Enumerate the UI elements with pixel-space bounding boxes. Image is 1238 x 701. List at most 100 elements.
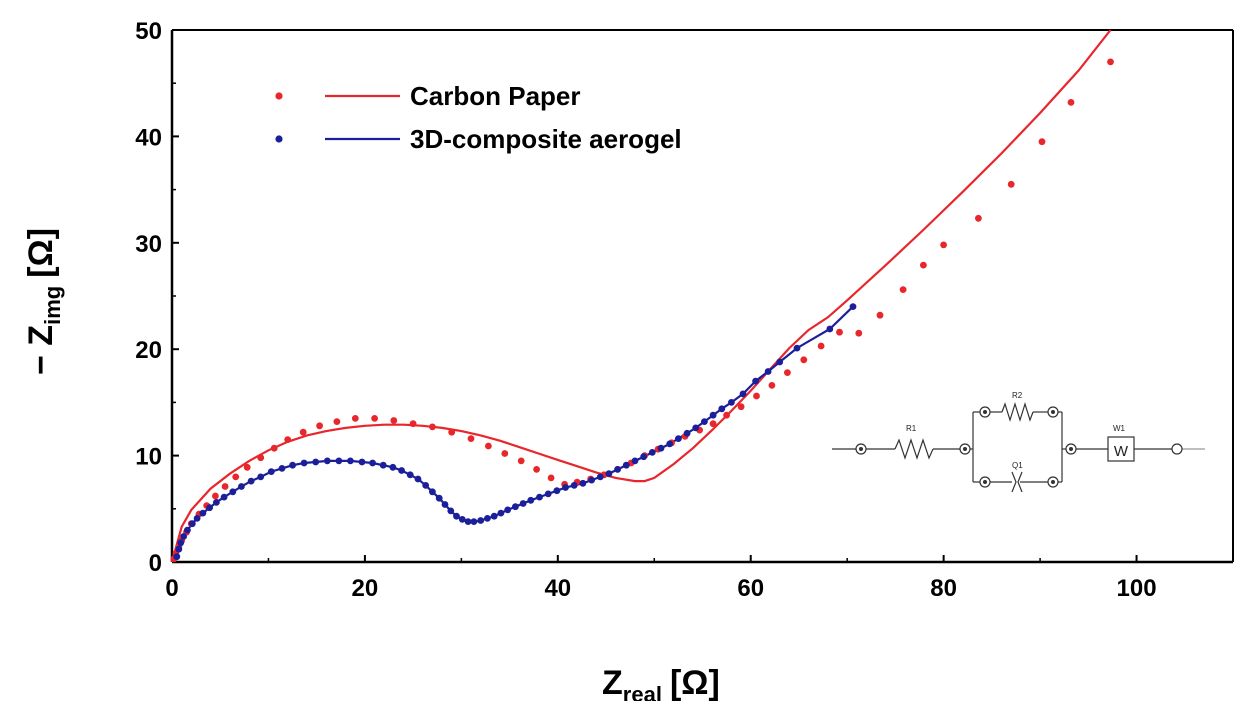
data-point-carbon-paper [784, 369, 791, 376]
data-point-carbon-paper [1107, 58, 1114, 66]
data-point-3d-composite-aerogel [470, 518, 478, 525]
circuit-node-open-end [1171, 443, 1183, 455]
data-point-carbon-paper [723, 411, 730, 419]
data-point-3d-composite-aerogel [596, 473, 604, 481]
data-point-3d-composite-aerogel [389, 463, 397, 471]
data-markers [170, 58, 1114, 563]
data-point-3d-composite-aerogel [709, 411, 717, 419]
fit-line-3d-composite-aerogel [175, 305, 854, 557]
y-tick-label: 0 [149, 550, 162, 577]
data-point-3d-composite-aerogel [728, 399, 735, 406]
data-point-carbon-paper [800, 356, 808, 364]
data-point-carbon-paper [975, 214, 982, 222]
data-point-3d-composite-aerogel [562, 484, 569, 491]
legend-marker-carbon-paper [275, 92, 283, 100]
data-point-carbon-paper [940, 241, 947, 249]
legend-item-3d-composite-aerogel: 3D-composite aerogel [275, 124, 682, 154]
data-point-carbon-paper [299, 428, 307, 436]
data-point-3d-composite-aerogel [826, 325, 834, 333]
equivalent-circuit-inset: R1 R2 Q1 W1 W [826, 352, 1210, 542]
data-point-carbon-paper [768, 382, 776, 389]
data-point-3d-composite-aerogel [570, 482, 578, 489]
legend-item-carbon-paper: Carbon Paper [275, 81, 581, 111]
x-tick-label: 20 [352, 575, 379, 602]
inset-background [826, 352, 1210, 542]
cpe-q1-symbol [1011, 471, 1023, 493]
x-tick-label: 100 [1117, 575, 1157, 602]
data-point-3d-composite-aerogel [213, 499, 220, 506]
data-point-3d-composite-aerogel [614, 466, 621, 473]
data-point-carbon-paper [429, 423, 436, 431]
data-point-3d-composite-aerogel [422, 482, 430, 489]
data-point-3d-composite-aerogel [435, 494, 443, 502]
data-point-carbon-paper [221, 483, 229, 490]
data-point-3d-composite-aerogel [173, 553, 181, 561]
legend-label-3d-composite-aerogel: 3D-composite aerogel [410, 124, 682, 154]
data-point-carbon-paper [284, 436, 292, 443]
data-point-carbon-paper [243, 463, 251, 471]
y-tick-label: 40 [135, 124, 162, 151]
data-point-3d-composite-aerogel [347, 457, 354, 465]
data-point-carbon-paper [333, 418, 341, 425]
data-point-carbon-paper [817, 342, 825, 350]
y-axis-title: − Zimg[Ω] [22, 228, 65, 375]
data-point-3d-composite-aerogel [193, 515, 201, 522]
data-point-3d-composite-aerogel [220, 493, 228, 501]
data-point-carbon-paper [409, 420, 417, 428]
legend-label-carbon-paper: Carbon Paper [410, 81, 581, 111]
label-r2: R2 [1012, 391, 1023, 400]
data-point-carbon-paper [517, 457, 525, 465]
data-point-carbon-paper [390, 417, 398, 424]
data-point-3d-composite-aerogel [553, 487, 561, 495]
plot-frame [170, 29, 1234, 564]
data-point-3d-composite-aerogel [701, 418, 708, 425]
warburg-symbol-w: W [1114, 443, 1129, 460]
resistor-r2-symbol [1001, 401, 1034, 423]
label-r1: R1 [906, 424, 917, 433]
data-point-3d-composite-aerogel [739, 390, 747, 398]
data-point-3d-composite-aerogel [369, 459, 376, 467]
data-point-3d-composite-aerogel [776, 358, 784, 366]
y-tick-label: 20 [135, 337, 162, 364]
data-point-carbon-paper [737, 403, 745, 411]
axis-ticks: 0 20 40 60 80 100 0 10 20 30 40 50 [135, 18, 1156, 602]
data-point-carbon-paper [709, 420, 717, 428]
data-point-3d-composite-aerogel [527, 496, 535, 504]
data-point-3d-composite-aerogel [177, 539, 185, 547]
data-point-3d-composite-aerogel [199, 509, 207, 517]
data-point-3d-composite-aerogel [429, 488, 436, 496]
data-point-3d-composite-aerogel [631, 457, 639, 465]
label-w1: W1 [1113, 424, 1126, 433]
legend: Carbon Paper 3D-composite aerogel [275, 81, 682, 154]
data-point-carbon-paper [316, 422, 323, 430]
data-point-3d-composite-aerogel [484, 515, 491, 522]
fit-line-carbon-paper [170, 29, 1112, 563]
data-point-3d-composite-aerogel [184, 526, 191, 534]
data-point-3d-composite-aerogel [512, 503, 519, 511]
data-point-3d-composite-aerogel [267, 468, 275, 475]
data-point-carbon-paper [876, 311, 884, 319]
data-point-carbon-paper [1038, 138, 1046, 146]
data-point-carbon-paper [232, 473, 240, 481]
data-point-3d-composite-aerogel [229, 488, 237, 496]
data-point-3d-composite-aerogel [441, 501, 449, 508]
data-point-3d-composite-aerogel [536, 493, 543, 501]
data-point-3d-composite-aerogel [497, 509, 505, 517]
data-point-carbon-paper [1007, 180, 1015, 188]
data-point-3d-composite-aerogel [379, 461, 387, 469]
data-point-3d-composite-aerogel [793, 344, 801, 352]
data-point-3d-composite-aerogel [464, 518, 472, 525]
data-point-3d-composite-aerogel [414, 475, 422, 483]
y-tick-label: 10 [135, 444, 162, 471]
data-point-3d-composite-aerogel [312, 458, 320, 466]
data-point-3d-composite-aerogel [175, 545, 183, 553]
data-point-carbon-paper [855, 329, 863, 337]
y-tick-label: 50 [135, 18, 162, 45]
data-point-3d-composite-aerogel [849, 303, 857, 310]
data-point-3d-composite-aerogel [579, 479, 587, 487]
data-point-3d-composite-aerogel [289, 461, 296, 469]
data-point-3d-composite-aerogel [544, 490, 552, 498]
data-point-carbon-paper [899, 286, 907, 293]
data-point-3d-composite-aerogel [752, 377, 759, 385]
